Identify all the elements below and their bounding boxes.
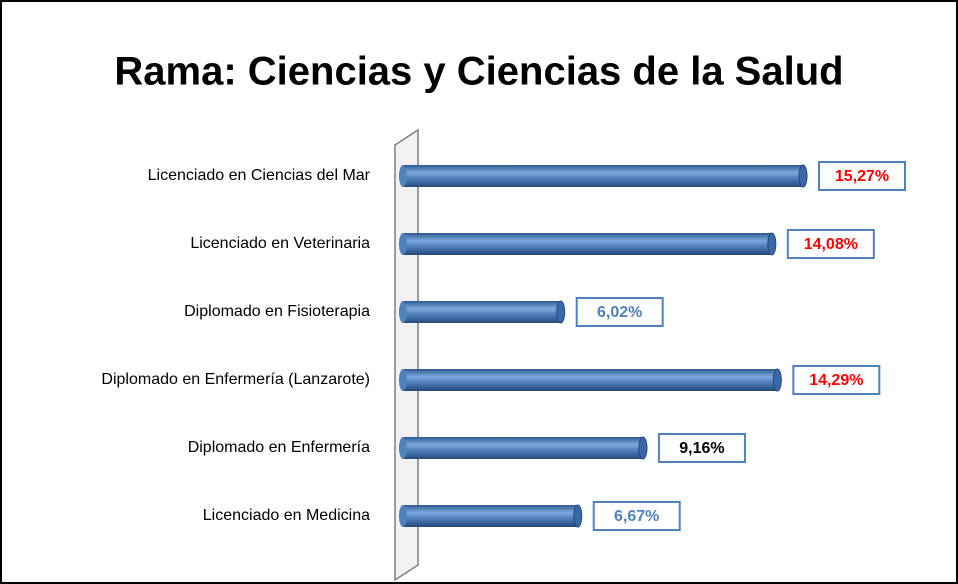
bar-cap	[798, 164, 808, 188]
bar-cap	[772, 368, 782, 392]
value-label: 14,08%	[804, 236, 858, 253]
bar-cap	[399, 165, 407, 187]
value-label-box	[792, 365, 881, 395]
bar-cap	[399, 233, 407, 255]
value-label: 9,16%	[679, 440, 724, 457]
bar	[403, 233, 772, 255]
bar	[403, 437, 643, 459]
bar-cap	[399, 437, 407, 459]
value-label-box	[818, 161, 906, 191]
bar	[403, 369, 778, 391]
bar	[403, 301, 561, 323]
value-label: 15,27%	[835, 168, 889, 185]
value-label-box	[786, 229, 875, 259]
bar-cap	[638, 436, 648, 460]
value-label-box	[592, 501, 681, 531]
bar-cap	[399, 301, 407, 323]
chart-title: Rama: Ciencias y Ciencias de la Salud	[114, 50, 843, 94]
value-label-box	[657, 433, 746, 463]
value-label: 6,67%	[614, 508, 659, 525]
bar-cap	[399, 369, 407, 391]
bar-cap	[767, 232, 777, 256]
bar-cap	[399, 505, 407, 527]
value-label: 14,29%	[809, 372, 863, 389]
y-tick-label: Diplomado en Enfermería (Lanzarote)	[101, 371, 370, 388]
y-tick-label: Licenciado en Veterinaria	[190, 235, 370, 252]
value-label-box	[575, 297, 664, 327]
value-label: 6,02%	[597, 304, 642, 321]
y-tick-label: Licenciado en Ciencias del Mar	[148, 167, 371, 184]
bar-cap	[556, 300, 566, 324]
y-tick-label: Diplomado en Fisioterapia	[184, 303, 370, 320]
bar-cap	[573, 504, 583, 528]
bar	[403, 505, 578, 527]
bar	[403, 165, 803, 187]
y-tick-label: Diplomado en Enfermería	[188, 439, 370, 456]
y-tick-label: Licenciado en Medicina	[203, 507, 370, 524]
